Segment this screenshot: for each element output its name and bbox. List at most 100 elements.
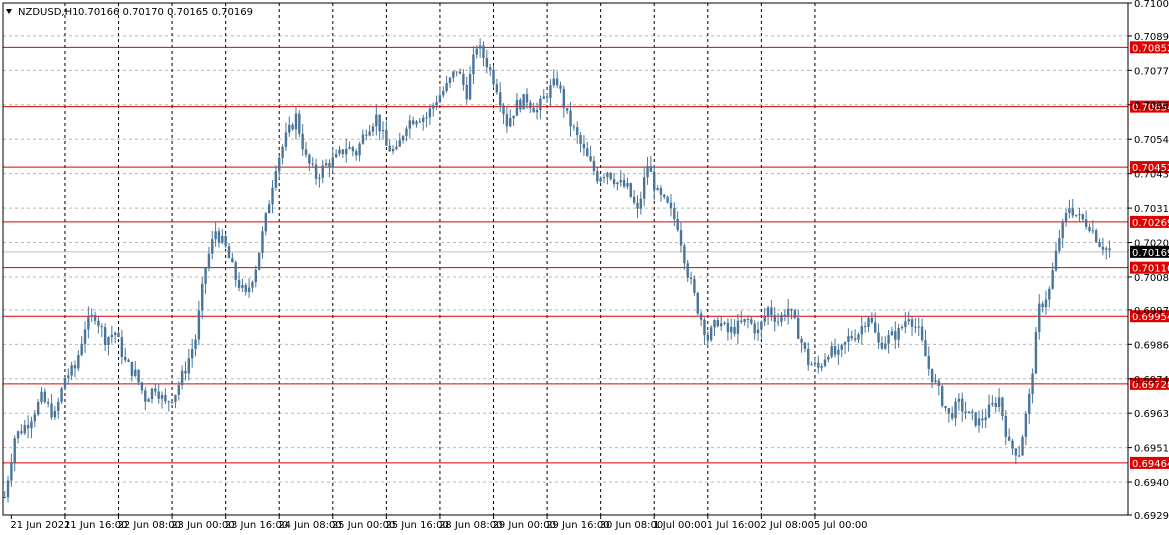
candle-body bbox=[696, 292, 699, 314]
candle-body bbox=[920, 326, 924, 341]
level-price-label: 0.69728 bbox=[1132, 380, 1169, 391]
candle-body bbox=[693, 279, 696, 293]
candle-body bbox=[579, 134, 582, 144]
candle-body bbox=[632, 196, 636, 203]
candle-body bbox=[569, 110, 572, 127]
y-tick-label: 0.70545 bbox=[1134, 135, 1169, 146]
candle-body bbox=[144, 390, 147, 402]
candle-body bbox=[488, 67, 492, 70]
candle-body bbox=[1054, 250, 1058, 271]
candle-body bbox=[455, 71, 458, 73]
candle-body bbox=[6, 480, 10, 498]
candle-body bbox=[462, 73, 465, 85]
candle-body bbox=[438, 95, 442, 103]
candle-body bbox=[776, 321, 780, 323]
candle-body bbox=[134, 369, 137, 376]
candle-body bbox=[867, 317, 870, 328]
candle-body bbox=[288, 124, 291, 133]
candle-body bbox=[321, 165, 324, 178]
candle-body bbox=[13, 438, 16, 463]
candle-body bbox=[813, 362, 817, 365]
candle-body bbox=[234, 262, 237, 280]
level-price-badge bbox=[1130, 456, 1169, 469]
candle-body bbox=[783, 314, 787, 317]
candle-body bbox=[723, 322, 726, 324]
candle-body bbox=[271, 187, 274, 205]
candle-body bbox=[964, 411, 967, 414]
candle-body bbox=[756, 329, 760, 334]
candle-body bbox=[465, 84, 468, 100]
candle-body bbox=[840, 344, 843, 350]
candle-body bbox=[107, 337, 110, 345]
candle-body bbox=[994, 402, 997, 407]
candle-body bbox=[934, 380, 937, 383]
candle-body bbox=[1068, 208, 1071, 214]
candle-body bbox=[706, 335, 709, 341]
candle-body bbox=[726, 322, 730, 333]
candle-body bbox=[642, 177, 646, 199]
candle-body bbox=[378, 114, 381, 132]
candle-body bbox=[549, 85, 552, 98]
candle-body bbox=[947, 408, 951, 414]
candle-body bbox=[914, 326, 917, 328]
candle-body bbox=[194, 339, 197, 349]
candle-body bbox=[1088, 226, 1091, 232]
candle-body bbox=[40, 391, 43, 402]
y-tick-label: 0.70775 bbox=[1134, 66, 1169, 77]
candle-body bbox=[837, 349, 840, 355]
triangle-down-icon[interactable] bbox=[6, 9, 12, 14]
candle-body bbox=[529, 102, 532, 108]
candle-body bbox=[874, 322, 877, 333]
candle-body bbox=[1034, 331, 1038, 374]
candle-body bbox=[1098, 241, 1101, 247]
candle-body bbox=[793, 310, 797, 318]
candle-body bbox=[689, 277, 693, 280]
candle-body bbox=[257, 252, 261, 270]
candle-body bbox=[167, 401, 170, 403]
candle-body bbox=[267, 204, 271, 214]
candle-body bbox=[622, 180, 626, 187]
candle-body bbox=[1017, 455, 1021, 457]
candle-body bbox=[957, 398, 961, 402]
candle-body bbox=[733, 326, 736, 334]
candle-body bbox=[596, 171, 599, 182]
candle-body bbox=[241, 284, 244, 289]
candle-body bbox=[703, 319, 706, 336]
candle-body bbox=[545, 96, 549, 98]
level-price-label: 0.70116 bbox=[1132, 264, 1169, 275]
candle-body bbox=[663, 194, 666, 197]
candles-layer bbox=[3, 38, 1111, 503]
candle-body bbox=[676, 218, 679, 231]
candle-body bbox=[810, 364, 813, 366]
candle-body bbox=[1011, 440, 1014, 449]
candle-body bbox=[833, 346, 837, 355]
candle-body bbox=[458, 71, 462, 74]
candle-body bbox=[669, 202, 673, 208]
candle-body bbox=[174, 394, 177, 402]
candle-body bbox=[113, 332, 117, 335]
candle-body bbox=[981, 418, 984, 421]
candle-body bbox=[398, 140, 401, 147]
candle-body bbox=[639, 198, 643, 209]
candle-body bbox=[773, 315, 776, 322]
x-tick-label: 23 Jun 16:00 bbox=[225, 520, 289, 531]
level-price-badge bbox=[1130, 161, 1169, 174]
candle-body bbox=[103, 327, 107, 345]
level-price-badge bbox=[1130, 100, 1169, 113]
chart-header: NZDUSD,H1 0.70166 0.70170 0.70165 0.7016… bbox=[6, 7, 253, 18]
candle-body bbox=[338, 149, 341, 154]
candle-body bbox=[170, 401, 174, 403]
candle-body bbox=[334, 153, 338, 158]
candle-body bbox=[177, 385, 180, 395]
candle-body bbox=[428, 108, 432, 118]
candle-body bbox=[492, 69, 495, 85]
x-tick-label: 29 Jun 16:00 bbox=[546, 520, 610, 531]
candle-body bbox=[90, 315, 93, 317]
candle-body bbox=[599, 178, 602, 182]
candle-body bbox=[515, 99, 519, 116]
candle-body bbox=[368, 131, 371, 136]
candle-body bbox=[348, 147, 351, 149]
candle-body bbox=[937, 380, 941, 386]
x-tick-label: 28 Jun 08:00 bbox=[439, 520, 503, 531]
